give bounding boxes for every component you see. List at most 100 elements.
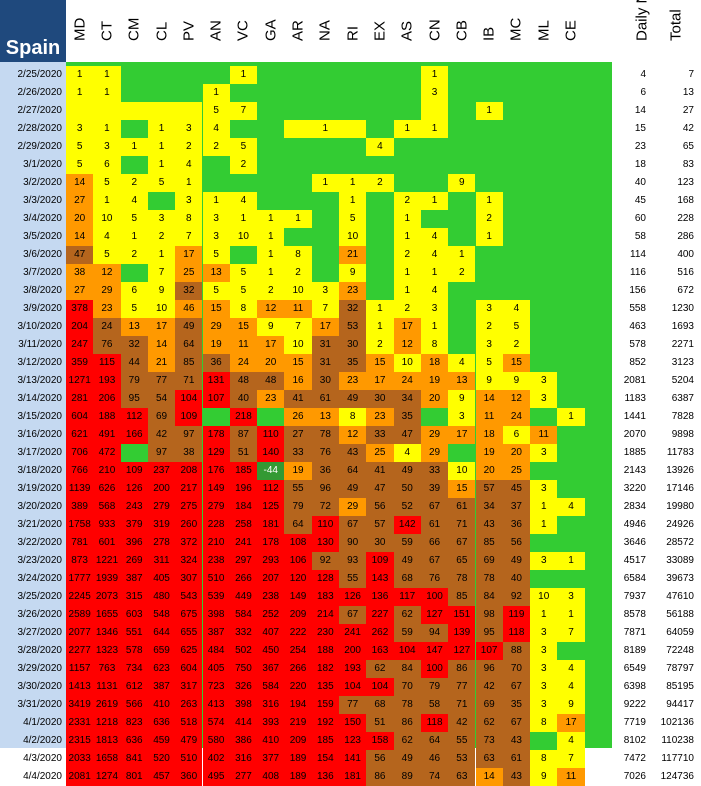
heatmap-cell: 100: [420, 660, 449, 678]
daily-new-value: 7937: [623, 591, 646, 602]
heatmap-cell: 51: [366, 714, 394, 732]
heatmap-cell: 297: [229, 552, 258, 570]
column-header-label: CT: [98, 21, 116, 41]
heatmap-cell: [530, 570, 558, 588]
heatmap-cell: [120, 264, 148, 282]
heatmap-cell: 9: [557, 696, 585, 714]
heatmap-cell: 823: [120, 714, 148, 732]
heatmap-cell: [557, 300, 585, 318]
heatmap-cell: 62: [393, 732, 421, 750]
heatmap-cell: 3: [311, 282, 339, 300]
heatmap-cell: 360: [175, 768, 203, 786]
heatmap-cell: 4: [502, 300, 531, 318]
heatmap-cell: 1: [557, 552, 585, 570]
heatmap-cell: [448, 282, 476, 300]
heatmap-cell: 15: [366, 354, 394, 372]
heatmap-cell: [530, 102, 558, 120]
heatmap-cell: 1: [229, 210, 258, 228]
heatmap-cell: 316: [257, 696, 285, 714]
heatmap-cell: 543: [175, 588, 203, 606]
heatmap-cell: 77: [147, 372, 176, 390]
heatmap-cell: 4: [229, 192, 258, 210]
row-date: 3/9/2020: [23, 303, 62, 314]
heatmap-cell: [530, 84, 558, 102]
heatmap-cell: 85: [448, 588, 476, 606]
heatmap-cell: 67: [420, 498, 449, 516]
heatmap-cell: [257, 138, 285, 156]
heatmap-cell: [448, 228, 476, 246]
heatmap-cell: 183: [311, 588, 339, 606]
daily-new-value: 1441: [623, 411, 646, 422]
heatmap-cell: 1: [475, 228, 503, 246]
heatmap-cell: [448, 444, 476, 462]
heatmap-cell: [475, 282, 503, 300]
heatmap-cell: 367: [257, 660, 285, 678]
heatmap-cell: [311, 102, 339, 120]
heatmap-cell: 78: [448, 570, 476, 588]
heatmap-cell: 11: [284, 300, 312, 318]
heatmap-cell: 25: [502, 462, 531, 480]
total-value: 400: [677, 249, 694, 260]
heatmap-cell: 77: [339, 696, 367, 714]
heatmap-cell: 20: [66, 210, 94, 228]
heatmap-cell: [311, 210, 339, 228]
daily-new-value: 14: [634, 105, 646, 116]
heatmap-cell: [366, 192, 394, 210]
column-header-label: IB: [480, 26, 498, 41]
heatmap-cell: 88: [502, 642, 531, 660]
heatmap-cell: 1271: [66, 372, 94, 390]
total-value: 3123: [671, 357, 694, 368]
heatmap-cell: 237: [147, 462, 176, 480]
heatmap-cell: 54: [147, 390, 176, 408]
heatmap-cell: 5: [202, 102, 230, 120]
daily-new-value: 15: [634, 123, 646, 134]
heatmap-cell: 603: [120, 606, 148, 624]
heatmap-cell: 3: [530, 642, 558, 660]
heatmap-cell: 3: [475, 300, 503, 318]
heatmap-cell: 18: [475, 426, 503, 444]
total-value: 228: [677, 213, 694, 224]
row-date: 3/31/2020: [17, 699, 63, 710]
heatmap-cell: [366, 84, 394, 102]
heatmap-cell: 15: [448, 480, 476, 498]
heatmap-cell: [530, 408, 558, 426]
heatmap-cell: 7: [557, 750, 585, 768]
heatmap-cell: [229, 246, 258, 264]
heatmap-cell: 118: [420, 714, 449, 732]
heatmap-cell: 1: [339, 192, 367, 210]
heatmap-cell: 449: [229, 588, 258, 606]
heatmap-cell: 104: [175, 390, 203, 408]
heatmap-cell: 2619: [93, 696, 121, 714]
table-title: Spain: [0, 0, 66, 62]
heatmap-cell: 266: [229, 570, 258, 588]
heatmap-cell: 71: [448, 696, 476, 714]
heatmap-cell: 62: [366, 660, 394, 678]
heatmap-cell: 247: [66, 336, 94, 354]
heatmap-cell: [147, 84, 176, 102]
heatmap-cell: [257, 408, 285, 426]
heatmap-cell: 176: [202, 462, 230, 480]
heatmap-cell: 29: [202, 318, 230, 336]
heatmap-cell: [475, 84, 503, 102]
row-date: 2/26/2020: [17, 87, 63, 98]
total-value: 124736: [660, 771, 694, 782]
heatmap-cell: [448, 336, 476, 354]
heatmap-cell: 43: [339, 444, 367, 462]
heatmap-cell: 3: [66, 120, 94, 138]
heatmap-cell: [530, 534, 558, 552]
column-header-na: NA: [312, 0, 339, 62]
heatmap-cell: 62: [475, 714, 503, 732]
heatmap-cell: 53: [339, 318, 367, 336]
heatmap-cell: 801: [120, 768, 148, 786]
column-header-label: NA: [316, 20, 334, 41]
heatmap-cell: 97: [147, 444, 176, 462]
heatmap-cell: [311, 84, 339, 102]
heatmap-cell: 9: [448, 174, 476, 192]
heatmap-cell: 36: [311, 462, 339, 480]
heatmap-cell: 24: [502, 408, 531, 426]
heatmap-cell: 5: [66, 138, 94, 156]
total-value: 13: [682, 87, 694, 98]
heatmap-cell: [420, 138, 449, 156]
total-value: 286: [677, 231, 694, 242]
total-value: 123: [677, 177, 694, 188]
